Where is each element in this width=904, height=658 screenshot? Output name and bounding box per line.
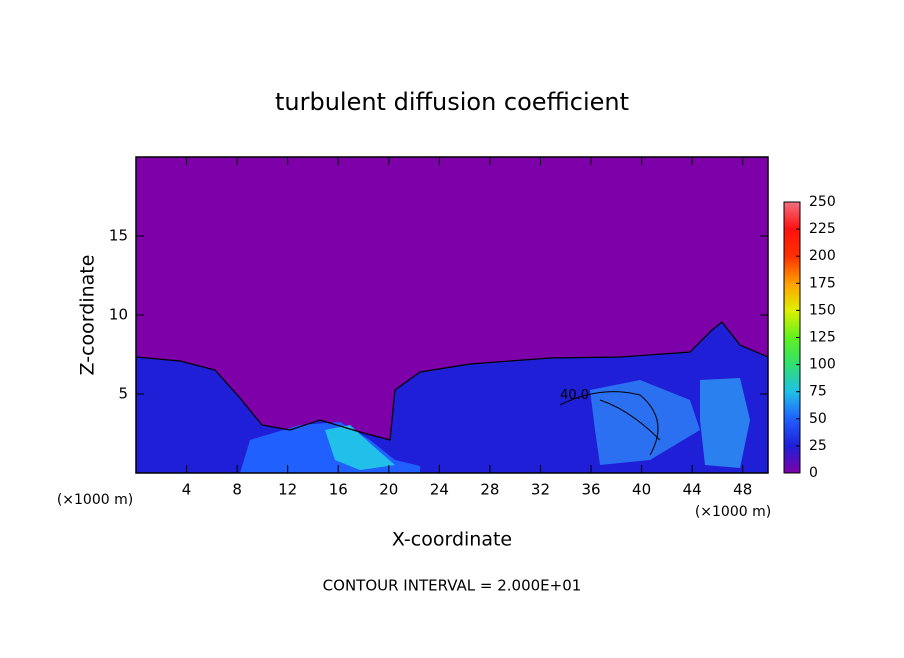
colorbar-tick-label: 100	[809, 357, 836, 373]
y-tick-label: 10	[109, 306, 128, 324]
colorbar-tick-label: 175	[809, 275, 836, 291]
colorbar-tick-label: 125	[809, 330, 836, 346]
x-tick-label: 16	[329, 481, 348, 499]
colorbar-tick-label: 250	[809, 194, 836, 210]
x-tick-label: 8	[232, 481, 242, 499]
colorbar-tick-label: 50	[809, 411, 827, 427]
x-tick-label: 12	[278, 481, 297, 499]
y-tick-label: 5	[118, 385, 128, 403]
x-axis-title: X-coordinate	[392, 529, 512, 551]
x-tick-label: 36	[581, 481, 600, 499]
colorbar-tick-label: 25	[809, 438, 827, 454]
colorbar-tick-label: 0	[809, 465, 818, 481]
chart-title: turbulent diffusion coefficient	[275, 88, 629, 116]
x-tick-label: 28	[480, 481, 499, 499]
colorbar-tick-label: 75	[809, 384, 827, 400]
x-tick-label: 48	[733, 481, 752, 499]
y-tick-label: 15	[109, 227, 128, 245]
x-tick-label: 24	[430, 481, 449, 499]
colorbar-tick-label: 200	[809, 248, 836, 264]
x-unit-label: (×1000 m)	[695, 504, 771, 520]
x-tick-label: 40	[632, 481, 651, 499]
x-tick-label: 32	[531, 481, 550, 499]
field	[135, 157, 769, 473]
x-tick-label: 20	[379, 481, 398, 499]
contour-label: 40.0	[560, 388, 589, 403]
x-unit-label: (×1000 m)	[57, 492, 133, 508]
x-tick-label: 4	[182, 481, 192, 499]
footer: CONTOUR INTERVAL = 2.000E+01	[323, 577, 582, 595]
x-tick-label: 44	[683, 481, 702, 499]
colorbar-tick-label: 150	[809, 302, 836, 318]
y-axis-title: Z-coordinate	[77, 255, 99, 376]
colorbar-tick-label: 225	[809, 221, 836, 237]
